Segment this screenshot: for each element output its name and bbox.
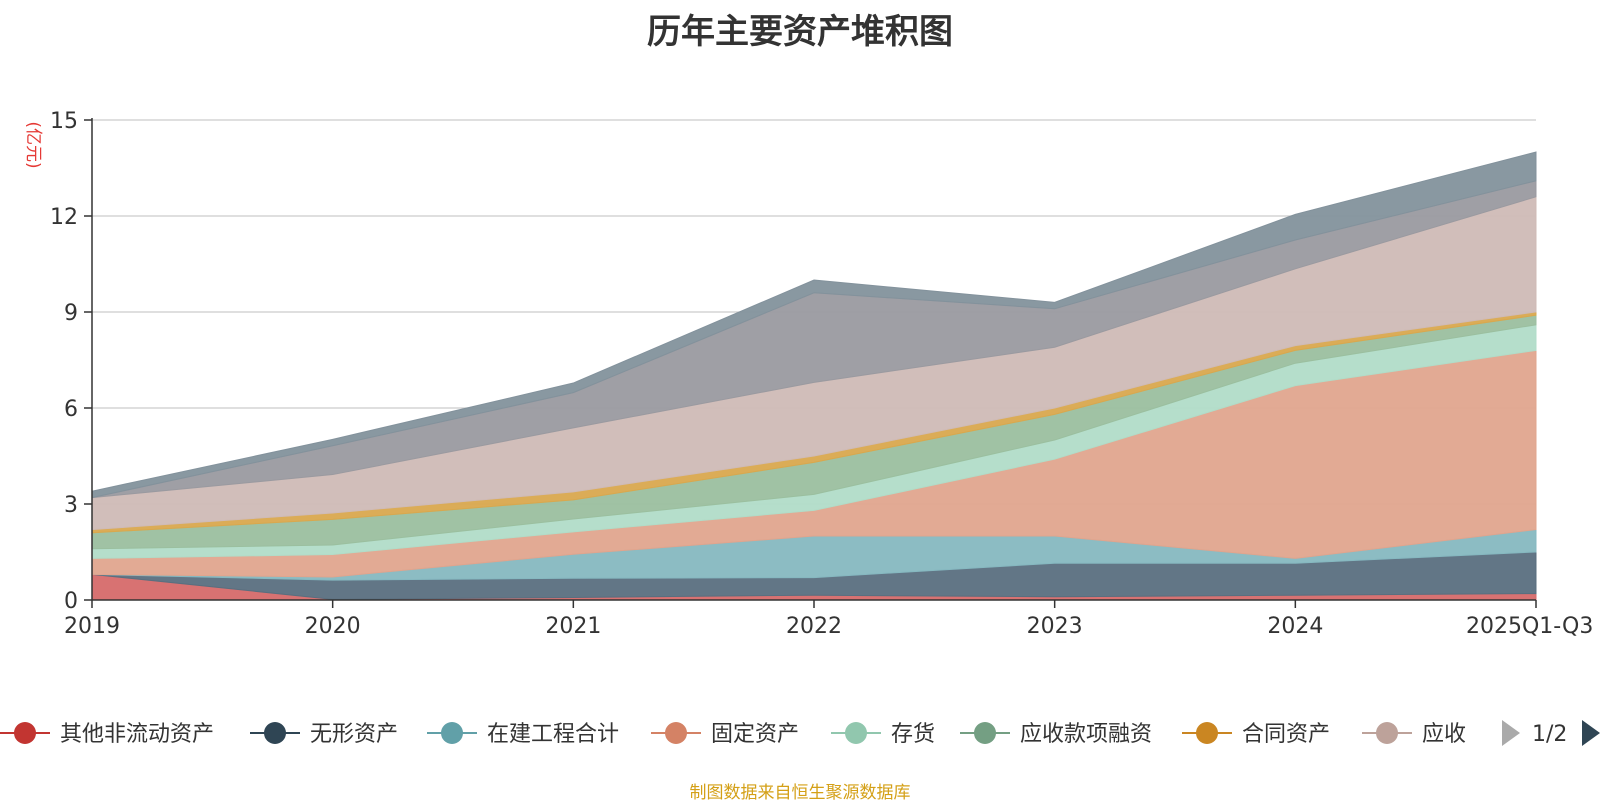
x-tick-label: 2025Q1-Q3 xyxy=(1466,614,1593,639)
x-tick-label: 2024 xyxy=(1267,614,1323,639)
legend-circle-icon xyxy=(665,722,687,744)
legend-circle-icon xyxy=(1196,722,1218,744)
legend-item[interactable]: 应收 xyxy=(1362,722,1466,747)
y-tick-label: 3 xyxy=(64,493,78,518)
legend-page-indicator: 1/2 xyxy=(1532,722,1567,747)
y-tick-label: 12 xyxy=(50,205,78,230)
legend-item[interactable]: 无形资产 xyxy=(250,722,398,747)
x-tick-label: 2019 xyxy=(64,614,120,639)
axes: 0 3 6 9 12 15 2019 2020 2021 2022 2023 2024 2025Q1-Q… xyxy=(50,109,1593,639)
legend-item[interactable]: 存货 xyxy=(831,722,935,747)
y-tick-label: 9 xyxy=(64,301,78,326)
y-tick-label: 15 xyxy=(50,109,78,134)
legend-next-page-icon[interactable] xyxy=(1582,720,1600,746)
legend-item[interactable]: 固定资产 xyxy=(651,722,799,747)
legend-label: 其他非流动资产 xyxy=(60,722,214,747)
y-tick-label: 0 xyxy=(64,589,78,614)
x-tick-label: 2022 xyxy=(786,614,842,639)
x-tick-label: 2021 xyxy=(545,614,601,639)
legend-circle-icon xyxy=(14,722,36,744)
legend-circle-icon xyxy=(845,722,867,744)
area-series-10 xyxy=(91,151,1537,499)
x-tick-label: 2023 xyxy=(1027,614,1083,639)
legend: 其他非流动资产 无形资产 在建工程合计 固定资产 存货 应收款项融资 合同资产 应收 1/2 xyxy=(0,720,1600,747)
legend-label: 应收 xyxy=(1422,722,1466,747)
y-axis-unit-label: (亿元) xyxy=(23,121,43,168)
legend-item[interactable]: 其他非流动资产 xyxy=(0,722,214,747)
legend-label: 在建工程合计 xyxy=(487,722,619,747)
legend-label: 应收款项融资 xyxy=(1020,722,1152,747)
legend-circle-icon xyxy=(974,722,996,744)
legend-item[interactable]: 应收款项融资 xyxy=(960,722,1152,747)
legend-item[interactable]: 在建工程合计 xyxy=(427,722,619,747)
legend-circle-icon xyxy=(1376,722,1398,744)
y-tick-label: 6 xyxy=(64,397,78,422)
legend-circle-icon xyxy=(441,722,463,744)
legend-label: 存货 xyxy=(891,722,935,747)
data-source-note: 制图数据来自恒生聚源数据库 xyxy=(689,783,911,803)
legend-label: 固定资产 xyxy=(711,722,799,747)
chart-title: 历年主要资产堆积图 xyxy=(647,12,953,52)
legend-item[interactable]: 合同资产 xyxy=(1182,722,1330,747)
legend-label: 合同资产 xyxy=(1242,722,1330,747)
legend-circle-icon xyxy=(264,722,286,744)
area-series xyxy=(91,151,1537,601)
legend-prev-page-icon[interactable] xyxy=(1502,720,1520,746)
x-tick-label: 2020 xyxy=(305,614,361,639)
legend-label: 无形资产 xyxy=(310,722,398,747)
